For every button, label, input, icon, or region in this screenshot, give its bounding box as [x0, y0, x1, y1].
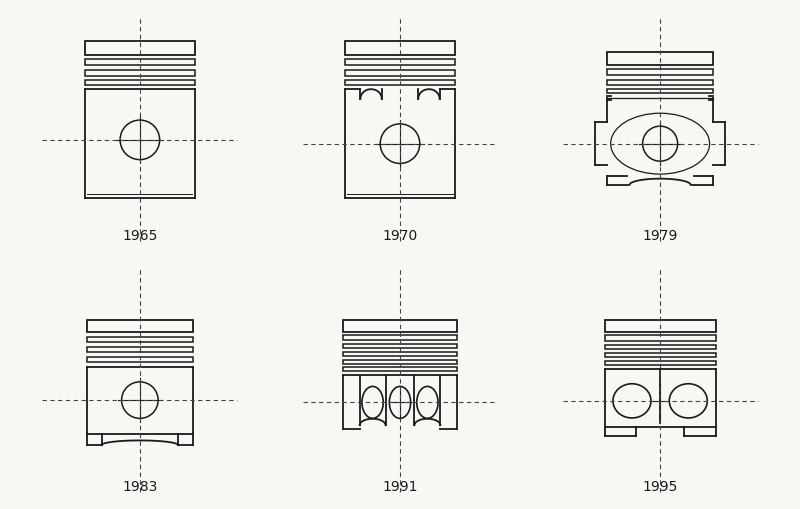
- Text: 1983: 1983: [122, 479, 158, 493]
- Text: 1965: 1965: [122, 229, 158, 242]
- Text: 1979: 1979: [642, 229, 678, 242]
- Text: 1991: 1991: [382, 479, 418, 493]
- Text: 1970: 1970: [382, 229, 418, 242]
- Text: 1995: 1995: [642, 479, 678, 493]
